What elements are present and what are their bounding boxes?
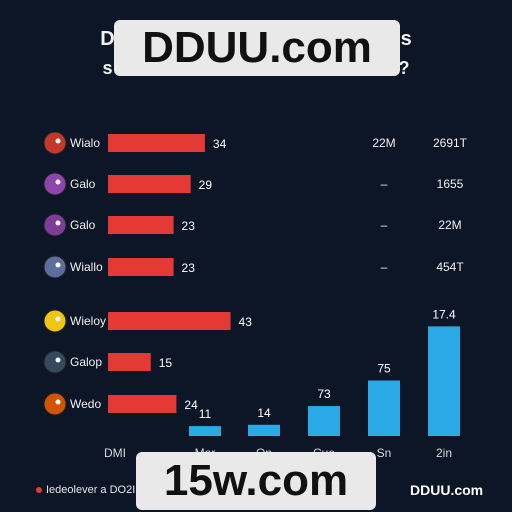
bar — [108, 353, 151, 371]
bar — [108, 312, 231, 330]
title-line-1-start: D — [100, 28, 115, 50]
orange-fox-icon — [43, 392, 67, 416]
title-line-2-start: s — [102, 58, 113, 78]
footer-note: Iedeolever a DO2I — [46, 484, 136, 496]
table-cell: – — [381, 218, 388, 232]
table-cell: 22M — [438, 218, 461, 232]
bar-value-label: 43 — [239, 315, 253, 329]
watermark-top: DDUU.com — [114, 20, 400, 76]
bar-value-label: 15 — [159, 356, 173, 370]
category-label: 2in — [436, 446, 452, 460]
bar-value-label: 73 — [317, 387, 331, 401]
category-label: Sn — [377, 446, 392, 460]
category-label: Galop — [70, 355, 102, 369]
bar — [308, 406, 340, 436]
bar — [108, 395, 177, 413]
bar — [108, 258, 174, 276]
table-cell: 2691T — [433, 136, 468, 150]
table-cell: – — [381, 260, 388, 274]
footer-bullet-icon — [36, 487, 42, 493]
watermark-bottom: 15w.com — [136, 452, 376, 510]
bar-value-label: 14 — [257, 406, 271, 420]
bar — [248, 424, 280, 436]
witch-icon — [43, 172, 67, 196]
category-label: Galo — [70, 177, 96, 191]
bar-value-label: 11 — [199, 407, 212, 421]
category-label: Wiallo — [70, 260, 103, 274]
category-label: Wedo — [70, 397, 101, 411]
title-line-1-end: s — [400, 28, 412, 50]
bar-value-label: 17.4 — [432, 307, 456, 321]
bar — [368, 380, 400, 436]
footer-brand: DDUU.com — [410, 482, 484, 498]
bar — [428, 326, 460, 436]
fighter-icon — [43, 131, 67, 155]
table-cell: 454T — [436, 260, 464, 274]
bar-value-label: 29 — [199, 178, 213, 192]
blue-blob-icon — [43, 255, 67, 279]
bar — [189, 426, 221, 436]
dark-ninja-icon — [43, 350, 67, 374]
bar-value-label: 24 — [184, 398, 198, 412]
chart-title-line-2: s? — [0, 58, 512, 79]
bar-value-label: 23 — [182, 261, 196, 275]
bar — [108, 134, 205, 152]
bar — [108, 175, 191, 193]
category-label: Galo — [70, 218, 96, 232]
table-cell: 1655 — [437, 177, 464, 191]
blonde-hero-icon — [43, 309, 67, 333]
bar — [108, 216, 174, 234]
category-label: Wieloy — [70, 314, 106, 328]
axis-corner-label: DMI — [104, 446, 126, 460]
bar-value-label: 75 — [377, 362, 391, 376]
purple-creature-icon — [43, 213, 67, 237]
category-label: Wialo — [70, 136, 100, 150]
table-cell: – — [381, 177, 388, 191]
bar-value-label: 34 — [213, 137, 227, 151]
table-cell: 22M — [372, 136, 395, 150]
title-line-2-end: ? — [398, 58, 410, 78]
bar-value-label: 23 — [182, 219, 196, 233]
